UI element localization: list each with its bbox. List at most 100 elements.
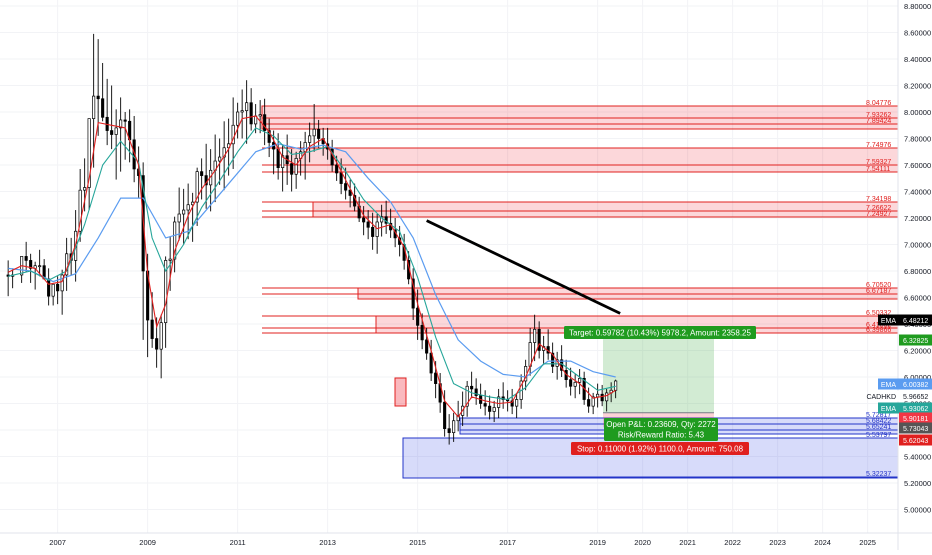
price-tag-series-label: CADHKD xyxy=(866,394,896,401)
price-tick-label: 7.40000 xyxy=(904,188,931,197)
resistance-level-label: 8.04776 xyxy=(866,100,891,107)
candle-body xyxy=(515,399,519,407)
price-tag-value: 5.73043 xyxy=(903,426,928,433)
candle-body xyxy=(596,393,600,398)
candle-body xyxy=(447,428,451,433)
price-tag-value: 6.32825 xyxy=(903,338,928,345)
candle-body xyxy=(78,189,82,232)
candle-body xyxy=(47,278,51,297)
candle-body xyxy=(366,221,370,228)
candle-body xyxy=(452,420,456,434)
time-tick-label: 2011 xyxy=(230,538,246,547)
support-level-label: 5.53797 xyxy=(866,432,891,439)
resistance-level-label: 7.59327 xyxy=(866,159,891,166)
candle-body xyxy=(56,283,60,292)
candle-body xyxy=(434,372,438,384)
candle-body xyxy=(416,307,420,326)
price-tag-series-box xyxy=(878,378,899,390)
time-tick-label: 2017 xyxy=(499,538,516,547)
resistance-zone xyxy=(312,201,899,218)
candle-body xyxy=(303,142,307,153)
candle-body xyxy=(600,393,604,402)
candle-body xyxy=(249,102,253,125)
price-tick-label: 8.20000 xyxy=(904,82,931,91)
candle-body xyxy=(123,119,127,122)
time-tick-label: 2021 xyxy=(679,538,696,547)
candle-body xyxy=(96,95,100,100)
candle-body xyxy=(110,130,114,135)
price-tag-series-box xyxy=(878,390,899,402)
candle-body xyxy=(159,322,163,350)
candle-body xyxy=(267,130,271,143)
candle-body xyxy=(344,183,348,191)
time-tick-label: 2020 xyxy=(634,538,651,547)
candle-body xyxy=(186,204,190,211)
support-level-label: 5.65241 xyxy=(866,424,891,431)
resistance-zone xyxy=(286,147,899,173)
price-tag-box xyxy=(899,378,932,390)
candle-body xyxy=(375,221,379,237)
candle-body xyxy=(483,403,487,407)
candle-body xyxy=(195,171,199,203)
time-tick-label: 2025 xyxy=(859,538,876,547)
candle-body xyxy=(465,385,469,407)
time-axis[interactable]: 2007 2009 2011 2013 2015 2017 2019 2020 2021 2022… xyxy=(49,538,876,547)
candle-body xyxy=(317,128,321,139)
candle-body xyxy=(335,164,339,174)
price-tick-label: 6.80000 xyxy=(904,267,931,276)
candle-body xyxy=(92,95,96,119)
price-tick-label: 8.80000 xyxy=(904,2,931,11)
long-position-tool[interactable] xyxy=(603,333,714,428)
candle-body xyxy=(24,256,28,261)
candle-body xyxy=(474,388,478,396)
time-tick-label: 2023 xyxy=(769,538,786,547)
candle-body xyxy=(29,260,33,269)
candle-body xyxy=(605,392,609,402)
profit-zone xyxy=(603,333,714,413)
time-tick-label: 2007 xyxy=(49,538,66,547)
pnl-label: Open P&L: 0.23609, Qty: 2272 xyxy=(606,420,716,429)
candle-body xyxy=(245,102,249,112)
candle-body xyxy=(312,128,316,137)
trendline-group[interactable] xyxy=(426,219,621,315)
candle-body xyxy=(177,213,181,223)
price-tick-label: 7.60000 xyxy=(904,161,931,170)
ema-mid-line xyxy=(8,127,616,401)
candle-body xyxy=(83,187,87,191)
resistance-level-label: 7.74976 xyxy=(866,142,891,149)
candle-body xyxy=(236,111,240,126)
candle-body xyxy=(150,319,154,339)
price-tick-label: 7.80000 xyxy=(904,135,931,144)
risk-reward-label: Risk/Reward Ratio: 5.43 xyxy=(618,431,705,440)
candle-body xyxy=(38,265,42,268)
candle-body xyxy=(587,399,591,407)
price-tick-label: 5.20000 xyxy=(904,479,931,488)
candle-body xyxy=(240,110,244,113)
candle-body xyxy=(429,352,433,374)
target-label: Target: 0.59782 (10.43%) 5978.2, Amount:… xyxy=(569,329,751,338)
candle-body xyxy=(569,379,573,387)
trendline[interactable] xyxy=(426,219,621,315)
highlight-box xyxy=(394,377,407,407)
price-tag-series-label: EMA xyxy=(881,382,897,389)
resistance-level-label: 6.67187 xyxy=(866,288,891,295)
resistance-level-label: 7.24927 xyxy=(866,211,891,218)
position-labels: Target: 0.59782 (10.43%) 5978.2, Amount:… xyxy=(564,326,756,455)
price-tag-box xyxy=(899,390,932,402)
candle-body xyxy=(420,324,424,341)
candle-body xyxy=(308,135,312,143)
resistance-level-label: 6.50332 xyxy=(866,310,891,317)
candle-body xyxy=(425,339,429,354)
candle-body xyxy=(456,415,460,422)
candle-body xyxy=(173,221,177,260)
price-tag-series-box xyxy=(878,314,899,326)
candle-body xyxy=(492,407,496,412)
candle-body xyxy=(101,98,105,118)
candle-body xyxy=(533,328,537,343)
price-tag-value: 5.62043 xyxy=(903,438,928,445)
price-tag-series-label: EMA xyxy=(881,318,897,325)
candle-body xyxy=(411,278,415,309)
